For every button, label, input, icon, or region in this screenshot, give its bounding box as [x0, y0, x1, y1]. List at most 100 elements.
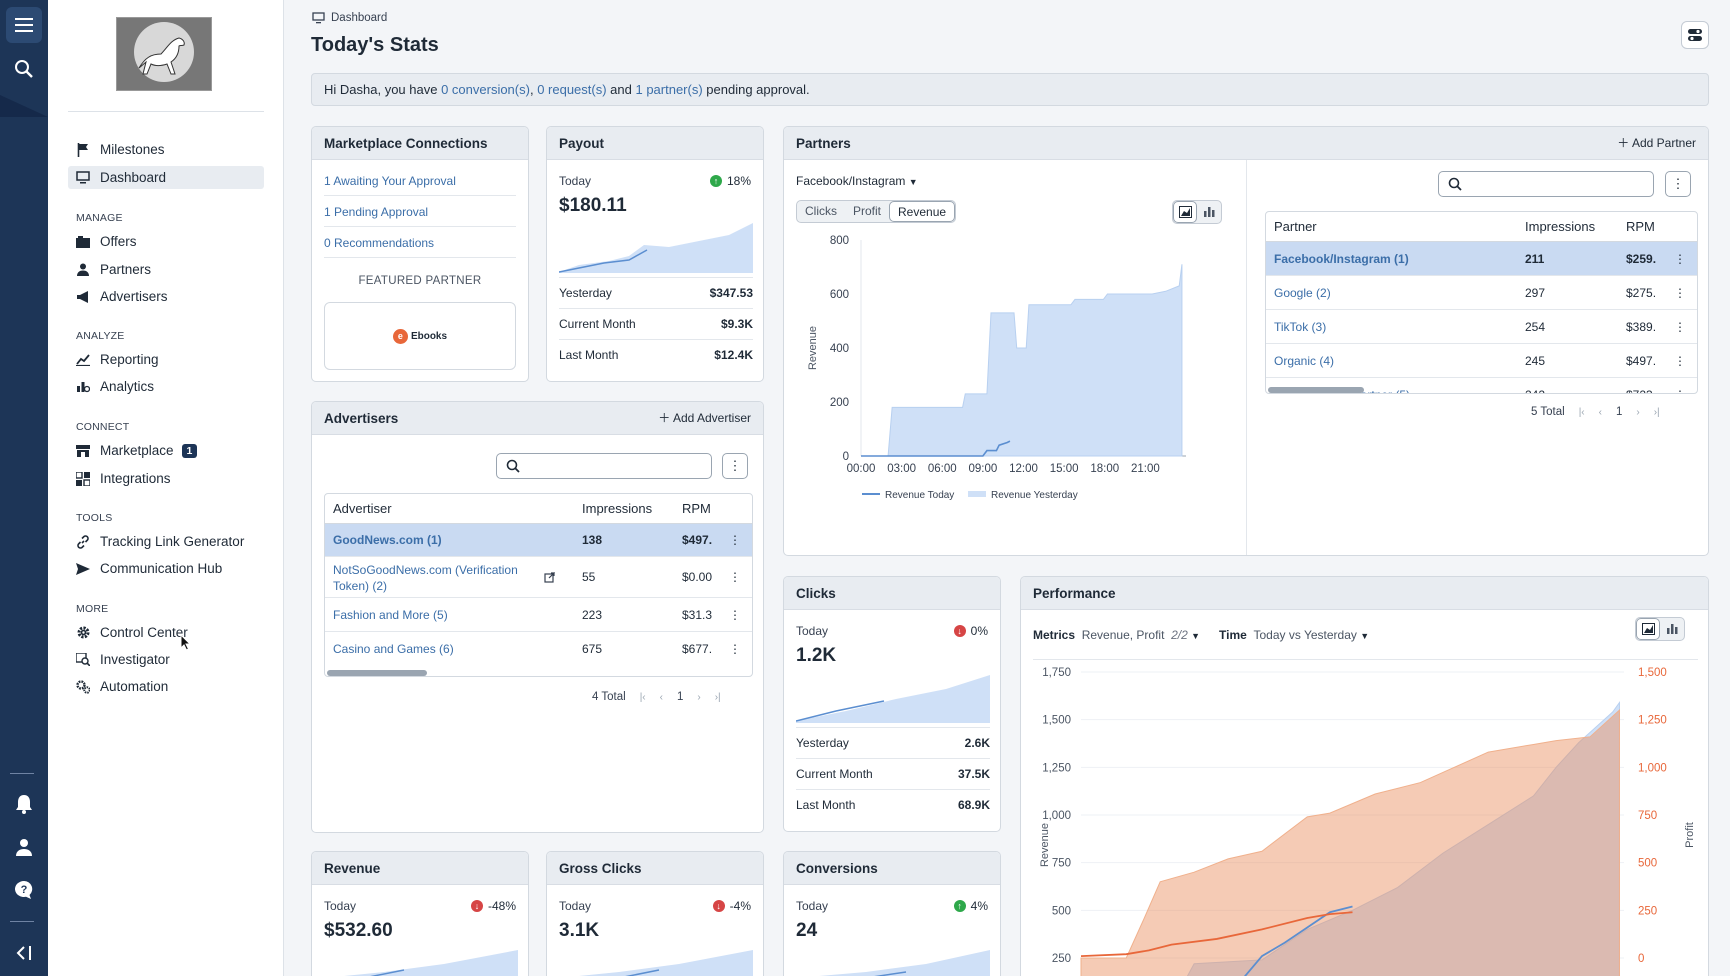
row-kebab-icon[interactable]: ⋮: [729, 570, 741, 584]
breadcrumb: Dashboard: [312, 12, 387, 24]
col-impressions[interactable]: Impressions: [1525, 219, 1596, 234]
featured-partner-tile[interactable]: e Ebooks: [324, 302, 516, 370]
partners-link[interactable]: 1 partner(s): [635, 82, 703, 97]
sidebar-item-control-center[interactable]: Control Center: [68, 621, 264, 644]
help-button[interactable]: ?: [0, 872, 48, 908]
table-row[interactable]: TikTok (3) 254 $389.7 ⋮: [1266, 310, 1697, 344]
row-kebab-icon[interactable]: ⋮: [1674, 252, 1686, 266]
advertiser-name[interactable]: GoodNews.com (1): [333, 533, 442, 547]
external-link-icon[interactable]: [544, 572, 555, 583]
col-partner[interactable]: Partner: [1274, 219, 1317, 234]
page-title: Today's Stats: [311, 34, 439, 56]
brand-logo[interactable]: [116, 17, 212, 91]
sidebar-item-integrations[interactable]: Integrations: [68, 467, 264, 490]
bar-chart-icon[interactable]: [1197, 201, 1221, 223]
plus-icon: ＋: [658, 411, 671, 425]
add-advertiser-button[interactable]: ＋ Add Advertiser: [658, 402, 751, 435]
advertiser-name[interactable]: NotSoGoodNews.com (Verification Token) (…: [333, 563, 518, 593]
sidebar-item-analytics[interactable]: Analytics: [68, 375, 264, 398]
row-kebab-icon[interactable]: ⋮: [729, 533, 741, 547]
advertiser-options-button[interactable]: ⋮: [722, 453, 748, 479]
next-page-icon[interactable]: ›: [697, 691, 701, 703]
partner-name[interactable]: Organic (4): [1274, 354, 1335, 368]
partner-name[interactable]: TikTok (3): [1274, 320, 1327, 334]
row-kebab-icon[interactable]: ⋮: [1674, 286, 1686, 300]
partner-name[interactable]: Google (2): [1274, 286, 1331, 300]
prev-page-icon[interactable]: ‹: [1598, 406, 1602, 418]
card-header: Partners ＋ Add Partner: [784, 127, 1708, 160]
current-page[interactable]: 1: [676, 691, 684, 703]
y2-tick-label: 750: [1638, 810, 1657, 822]
table-row[interactable]: Facebook/Instagram (1) 211 $259.7 ⋮: [1266, 242, 1697, 276]
sidebar-item-automation[interactable]: Automation: [68, 675, 264, 698]
horse-logo-icon: [117, 18, 211, 90]
layout-settings-button[interactable]: [1681, 21, 1709, 49]
current-page[interactable]: 1: [1615, 406, 1623, 418]
advertiser-name[interactable]: Fashion and More (5): [333, 608, 448, 622]
sidebar-item-milestones[interactable]: Milestones: [68, 138, 264, 161]
sidebar-item-dashboard[interactable]: Dashboard: [68, 166, 264, 189]
metrics-filter[interactable]: Metrics Revenue, Profit 2/2 ▼: [1033, 628, 1200, 642]
col-rpm[interactable]: RPM: [682, 501, 711, 516]
total-count: 5 Total: [1531, 406, 1565, 418]
sidebar-item-partners[interactable]: Partners: [68, 258, 264, 281]
row-kebab-icon[interactable]: ⋮: [1674, 320, 1686, 334]
table-row[interactable]: Fashion and More (5) 223 $31.3 ⋮: [325, 598, 752, 632]
tab-profit[interactable]: Profit: [853, 204, 882, 218]
prev-page-icon[interactable]: ‹: [659, 691, 663, 703]
col-rpm[interactable]: RPM: [1626, 219, 1655, 234]
last-page-icon[interactable]: ›|: [714, 691, 721, 703]
advertiser-search-input[interactable]: [496, 453, 712, 479]
bar-chart-icon[interactable]: [1660, 618, 1684, 640]
notifications-button[interactable]: [0, 786, 48, 822]
table-scrollbar[interactable]: [327, 670, 427, 676]
row-kebab-icon[interactable]: ⋮: [729, 608, 741, 622]
sidebar-item-advertisers[interactable]: Advertisers: [68, 285, 264, 308]
tab-revenue[interactable]: Revenue: [889, 201, 956, 222]
breadcrumb-item[interactable]: Dashboard: [331, 12, 388, 24]
row-kebab-icon[interactable]: ⋮: [1673, 378, 1687, 393]
recommendations-link[interactable]: 0 Recommendations: [324, 228, 516, 258]
sidebar-item-offers[interactable]: Offers: [68, 230, 264, 253]
partner-search-input[interactable]: [1438, 171, 1654, 197]
add-partner-button[interactable]: ＋ Add Partner: [1617, 127, 1696, 160]
pending-approval-link[interactable]: 1 Pending Approval: [324, 197, 516, 227]
row-kebab-icon[interactable]: ⋮: [729, 642, 741, 656]
first-page-icon[interactable]: |‹: [639, 691, 646, 703]
sidebar-item-reporting[interactable]: Reporting: [68, 348, 264, 371]
first-page-icon[interactable]: |‹: [1578, 406, 1585, 418]
conversions-sparkline: [819, 950, 990, 976]
table-row[interactable]: Casino and Games (6) 675 $677. ⋮: [325, 632, 752, 666]
sidebar-item-marketplace[interactable]: Marketplace 1: [68, 439, 264, 462]
table-row[interactable]: NotSoGoodNews.com (Verification Token) (…: [325, 557, 752, 598]
sidebar-item-tracking-link-generator[interactable]: Tracking Link Generator: [68, 530, 264, 553]
profile-button[interactable]: [0, 829, 48, 865]
col-advertiser[interactable]: Advertiser: [333, 501, 392, 516]
collapse-sidebar-button[interactable]: [0, 935, 48, 971]
requests-link[interactable]: 0 request(s): [537, 82, 607, 97]
advertiser-name[interactable]: Casino and Games (6): [333, 642, 454, 656]
col-impressions[interactable]: Impressions: [582, 501, 653, 516]
table-scrollbar[interactable]: [1268, 387, 1364, 393]
search-button[interactable]: [0, 51, 48, 87]
row-kebab-icon[interactable]: ⋮: [1674, 354, 1686, 368]
change-percent: 4%: [970, 899, 988, 913]
awaiting-approval-link[interactable]: 1 Awaiting Your Approval: [324, 166, 516, 196]
rpm: $723.1: [1626, 378, 1656, 393]
partner-options-button[interactable]: ⋮: [1665, 171, 1691, 197]
conversions-link[interactable]: 0 conversion(s): [441, 82, 530, 97]
menu-button[interactable]: [0, 7, 48, 43]
sidebar-item-communication-hub[interactable]: Communication Hub: [68, 557, 264, 580]
time-filter[interactable]: Time Today vs Yesterday ▼: [1219, 628, 1369, 642]
table-row[interactable]: Google (2) 297 $275.4 ⋮: [1266, 276, 1697, 310]
table-row[interactable]: Organic (4) 245 $497.9 ⋮: [1266, 344, 1697, 378]
area-chart-icon[interactable]: [1636, 618, 1660, 640]
tab-clicks[interactable]: Clicks: [805, 204, 837, 218]
partner-name[interactable]: Facebook/Instagram (1): [1274, 252, 1409, 266]
sidebar-item-investigator[interactable]: Investigator: [68, 648, 264, 671]
partner-selector[interactable]: Facebook/Instagram ▼: [796, 174, 918, 188]
table-row[interactable]: GoodNews.com (1) 138 $497. ⋮: [325, 524, 752, 557]
last-page-icon[interactable]: ›|: [1653, 406, 1660, 418]
area-chart-icon[interactable]: [1173, 201, 1197, 223]
next-page-icon[interactable]: ›: [1636, 406, 1640, 418]
